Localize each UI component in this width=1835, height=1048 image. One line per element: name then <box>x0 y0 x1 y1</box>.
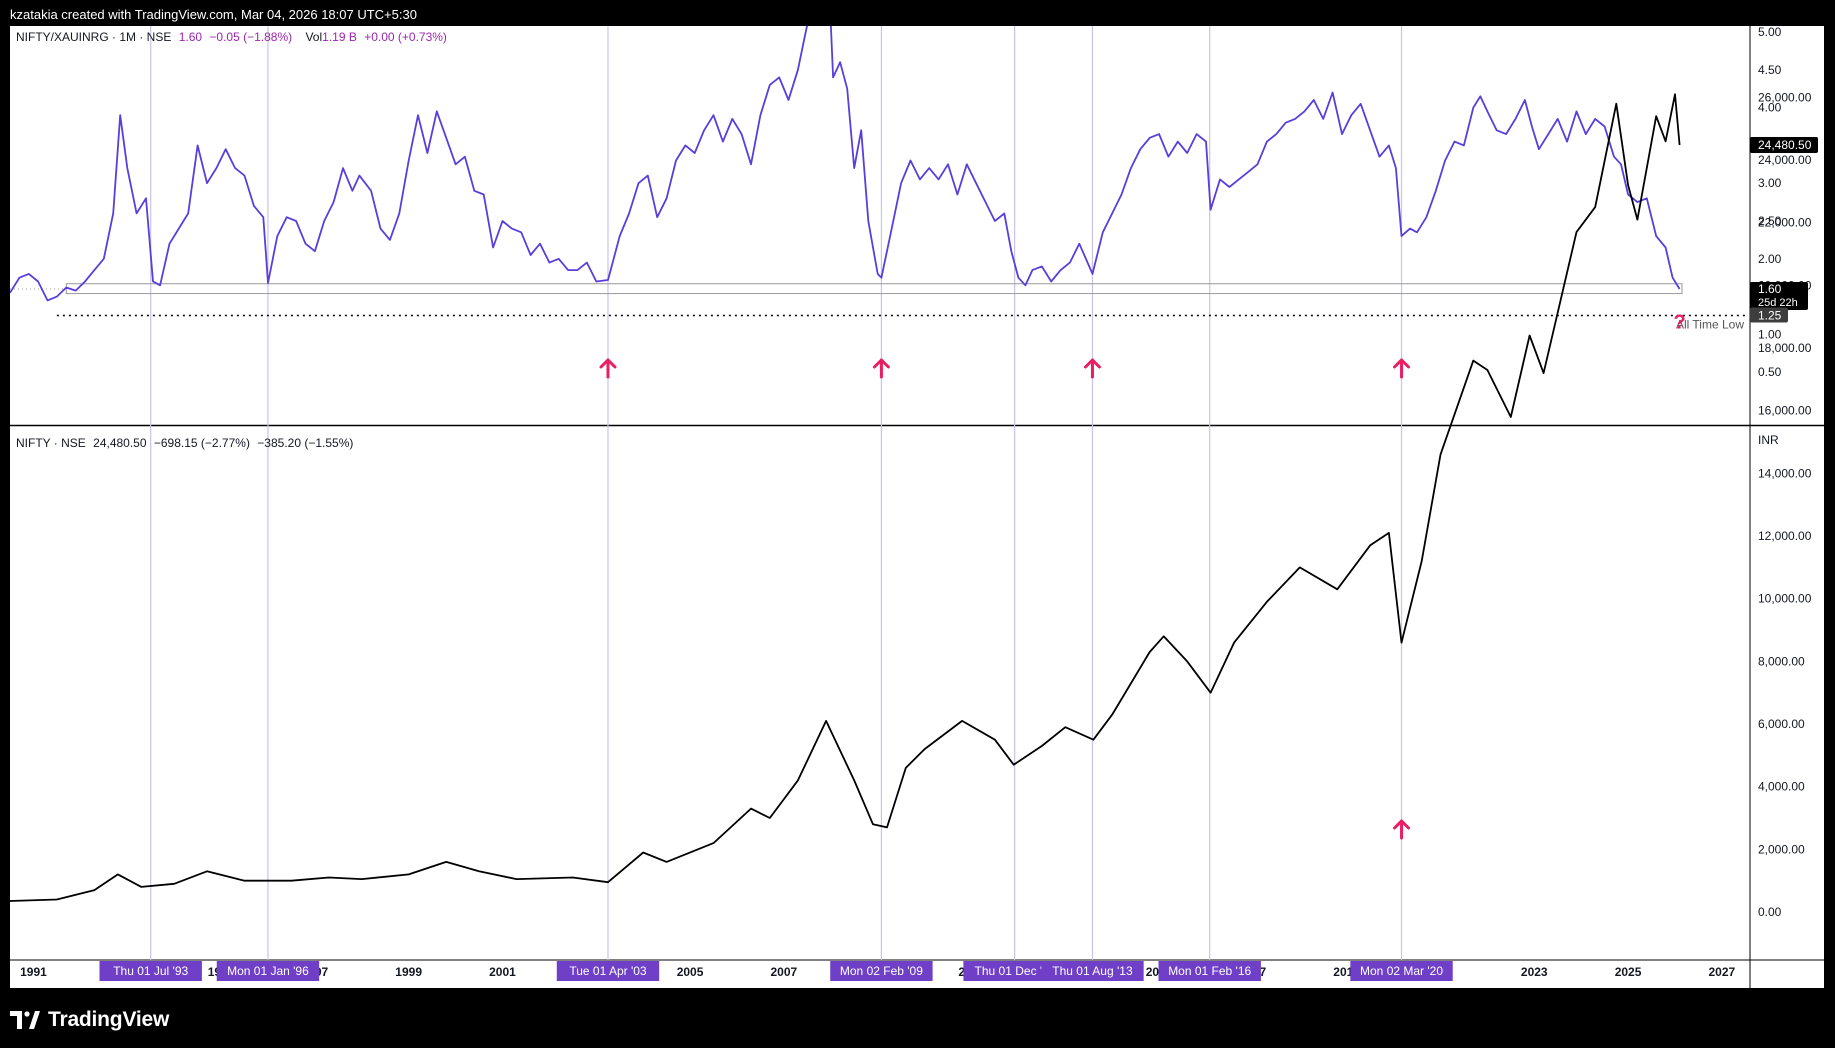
chart-frame[interactable]: All Time Low?6.506.005.505.004.504.003.5… <box>10 26 1824 988</box>
ratio-axis-tick: 5.00 <box>1758 26 1782 39</box>
time-axis-tick: 2023 <box>1521 965 1548 979</box>
date-badge[interactable] <box>1041 961 1144 981</box>
date-badge[interactable] <box>1350 961 1453 981</box>
up-arrow-marker-shape <box>1393 819 1411 840</box>
up-arrow-marker-shape <box>1393 358 1411 379</box>
tradingview-logo[interactable]: TradingView <box>10 1008 169 1032</box>
up-arrow-marker-shape <box>1083 358 1101 379</box>
top-symbol[interactable]: NIFTY/XAUINRG · 1M · NSE <box>16 30 172 44</box>
date-badge-text: Mon 01 Jan '96 <box>227 964 309 978</box>
ratio-axis-tick: 3.00 <box>1758 176 1782 190</box>
up-arrow-marker <box>872 358 890 379</box>
time-axis-tick: 2005 <box>677 965 704 979</box>
bottom-change: −698.15 (−2.77%) <box>153 436 250 450</box>
top-pane-legend: NIFTY/XAUINRG · 1M · NSE 1.60 −0.05 (−1.… <box>16 30 451 44</box>
nifty-axis-tick: 14,000.00 <box>1758 466 1812 480</box>
nifty-axis-tick: 16,000.00 <box>1758 404 1812 418</box>
volume-label: Vol <box>305 30 323 44</box>
nifty-axis-tick: 12,000.00 <box>1758 529 1812 543</box>
time-axis-tick: 2027 <box>1709 965 1736 979</box>
nifty-axis-tick: 4,000.00 <box>1758 780 1805 794</box>
date-badge[interactable] <box>963 961 1066 981</box>
up-arrow-marker-shape <box>599 358 617 379</box>
all-time-low-label: All Time Low <box>1676 318 1744 332</box>
top-last-value: 1.60 <box>178 30 203 44</box>
bottom-last-value: 24,480.50 <box>93 436 147 450</box>
up-arrow-marker <box>1083 358 1101 379</box>
date-badge-text: Mon 02 Mar '20 <box>1360 964 1443 978</box>
date-badge-text: Mon 01 Feb '16 <box>1168 964 1251 978</box>
date-badge[interactable] <box>556 961 660 981</box>
date-badge-text: Tue 01 Apr '03 <box>569 964 647 978</box>
time-axis-tick: 1999 <box>395 965 422 979</box>
date-badge-text: Thu 01 Dec '11 <box>975 964 1055 978</box>
ratio-axis-tick: 4.50 <box>1758 63 1782 77</box>
question-marker: ? <box>1674 311 1686 333</box>
tradingview-brand: TradingView <box>48 1008 170 1031</box>
up-arrow-marker <box>1393 819 1411 840</box>
ratio-axis-tick: 4.00 <box>1758 101 1782 115</box>
nifty-last-badge <box>1750 137 1818 154</box>
nifty-axis-tick: 2,000.00 <box>1758 842 1805 856</box>
date-badge[interactable] <box>99 961 202 981</box>
support-zone-box[interactable] <box>65 283 1683 295</box>
up-arrow-marker <box>1393 358 1411 379</box>
time-axis-tick: 2001 <box>489 965 516 979</box>
top-change: −0.05 (−1.88%) <box>209 30 293 44</box>
bar-countdown: 25d 22h <box>1758 297 1798 309</box>
date-badge[interactable] <box>216 961 320 981</box>
nifty-series-line[interactable] <box>10 93 1681 902</box>
date-badge[interactable] <box>1158 961 1261 981</box>
volume-change: +0.00 (+0.73%) <box>364 30 447 44</box>
nifty-axis-tick: 24,000.00 <box>1758 153 1812 167</box>
ratio-axis-tick: 2.50 <box>1758 214 1782 228</box>
nifty-axis-tick: 0.00 <box>1758 905 1782 919</box>
ratio-axis-tick: 2.00 <box>1758 252 1782 266</box>
atl-badge-text: 1.25 <box>1758 309 1782 323</box>
volume-value: 1.19 B <box>322 30 357 44</box>
nifty-axis-tick: 10,000.00 <box>1758 592 1812 606</box>
time-axis-tick: 2025 <box>1615 965 1642 979</box>
ratio-series-line[interactable] <box>10 26 1681 302</box>
chart-credit-header: kzatakia created with TradingView.com, M… <box>10 7 417 22</box>
nifty-axis-tick: 18,000.00 <box>1758 341 1812 355</box>
chart-canvas[interactable]: All Time Low?6.506.005.505.004.504.003.5… <box>10 26 1824 988</box>
currency-label: INR <box>1758 433 1779 447</box>
nifty-last-badge-text: 24,480.50 <box>1758 138 1812 152</box>
time-axis-tick: 2007 <box>771 965 798 979</box>
nifty-axis-tick: 22,000.00 <box>1758 216 1812 230</box>
date-badge[interactable] <box>830 961 933 981</box>
time-axis-tick: 1991 <box>20 965 47 979</box>
tradingview-logo-icon <box>10 1011 40 1029</box>
up-arrow-marker <box>599 358 617 379</box>
date-badge-text: Thu 01 Jul '93 <box>113 964 188 978</box>
nifty-axis-tick: 6,000.00 <box>1758 717 1805 731</box>
ratio-axis-tick: 1.00 <box>1758 327 1782 341</box>
bottom-change-2: −385.20 (−1.55%) <box>257 436 354 450</box>
nifty-axis-tick: 8,000.00 <box>1758 654 1805 668</box>
bottom-symbol[interactable]: NIFTY · NSE <box>16 436 86 450</box>
up-arrow-marker-shape <box>872 358 890 379</box>
ratio-last-badge <box>1750 282 1808 311</box>
nifty-axis-tick: 26,000.00 <box>1758 90 1812 104</box>
ratio-axis-tick: 0.50 <box>1758 365 1782 379</box>
date-badge-text: Thu 01 Aug '13 <box>1052 964 1133 978</box>
date-badge-text: Mon 02 Feb '09 <box>840 964 923 978</box>
atl-badge <box>1750 307 1788 323</box>
ratio-last-badge-text: 1.60 <box>1758 282 1782 296</box>
bottom-pane-legend: NIFTY · NSE 24,480.50 −698.15 (−2.77%) −… <box>16 436 357 450</box>
